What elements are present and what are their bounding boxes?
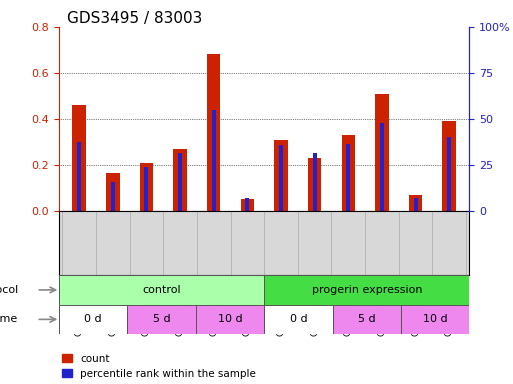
Bar — [264, 305, 332, 334]
Bar — [380, 123, 384, 211]
Text: 0 d: 0 d — [84, 314, 102, 324]
Bar — [274, 139, 288, 211]
Bar — [342, 135, 355, 211]
Bar — [212, 110, 216, 211]
Bar — [409, 195, 422, 211]
Text: progerin expression: progerin expression — [311, 285, 422, 295]
Bar — [241, 199, 254, 211]
Bar — [72, 105, 86, 211]
Bar — [145, 167, 148, 211]
Bar — [375, 94, 389, 211]
Text: protocol: protocol — [0, 285, 18, 295]
Bar — [127, 305, 196, 334]
Legend: count, percentile rank within the sample: count, percentile rank within the sample — [62, 354, 256, 379]
Text: time: time — [0, 314, 18, 324]
Bar — [264, 275, 469, 305]
Bar — [140, 162, 153, 211]
Bar — [106, 173, 120, 211]
Text: 5 d: 5 d — [153, 314, 170, 324]
Bar — [308, 158, 321, 211]
Text: GDS3495 / 83003: GDS3495 / 83003 — [67, 11, 203, 26]
Bar — [413, 198, 418, 211]
Text: 5 d: 5 d — [358, 314, 376, 324]
Bar — [332, 305, 401, 334]
Bar — [111, 182, 115, 211]
Text: 10 d: 10 d — [218, 314, 242, 324]
Bar — [77, 142, 81, 211]
Text: 10 d: 10 d — [423, 314, 447, 324]
Text: control: control — [142, 285, 181, 295]
Bar — [196, 305, 264, 334]
Bar — [59, 305, 127, 334]
Bar — [245, 198, 249, 211]
Bar — [447, 137, 451, 211]
Bar — [346, 144, 350, 211]
Bar — [207, 55, 221, 211]
Bar — [178, 153, 182, 211]
Bar — [401, 305, 469, 334]
Bar — [443, 121, 456, 211]
Text: 0 d: 0 d — [289, 314, 307, 324]
Bar — [279, 145, 283, 211]
Bar — [173, 149, 187, 211]
Bar — [312, 153, 317, 211]
Bar — [59, 275, 264, 305]
